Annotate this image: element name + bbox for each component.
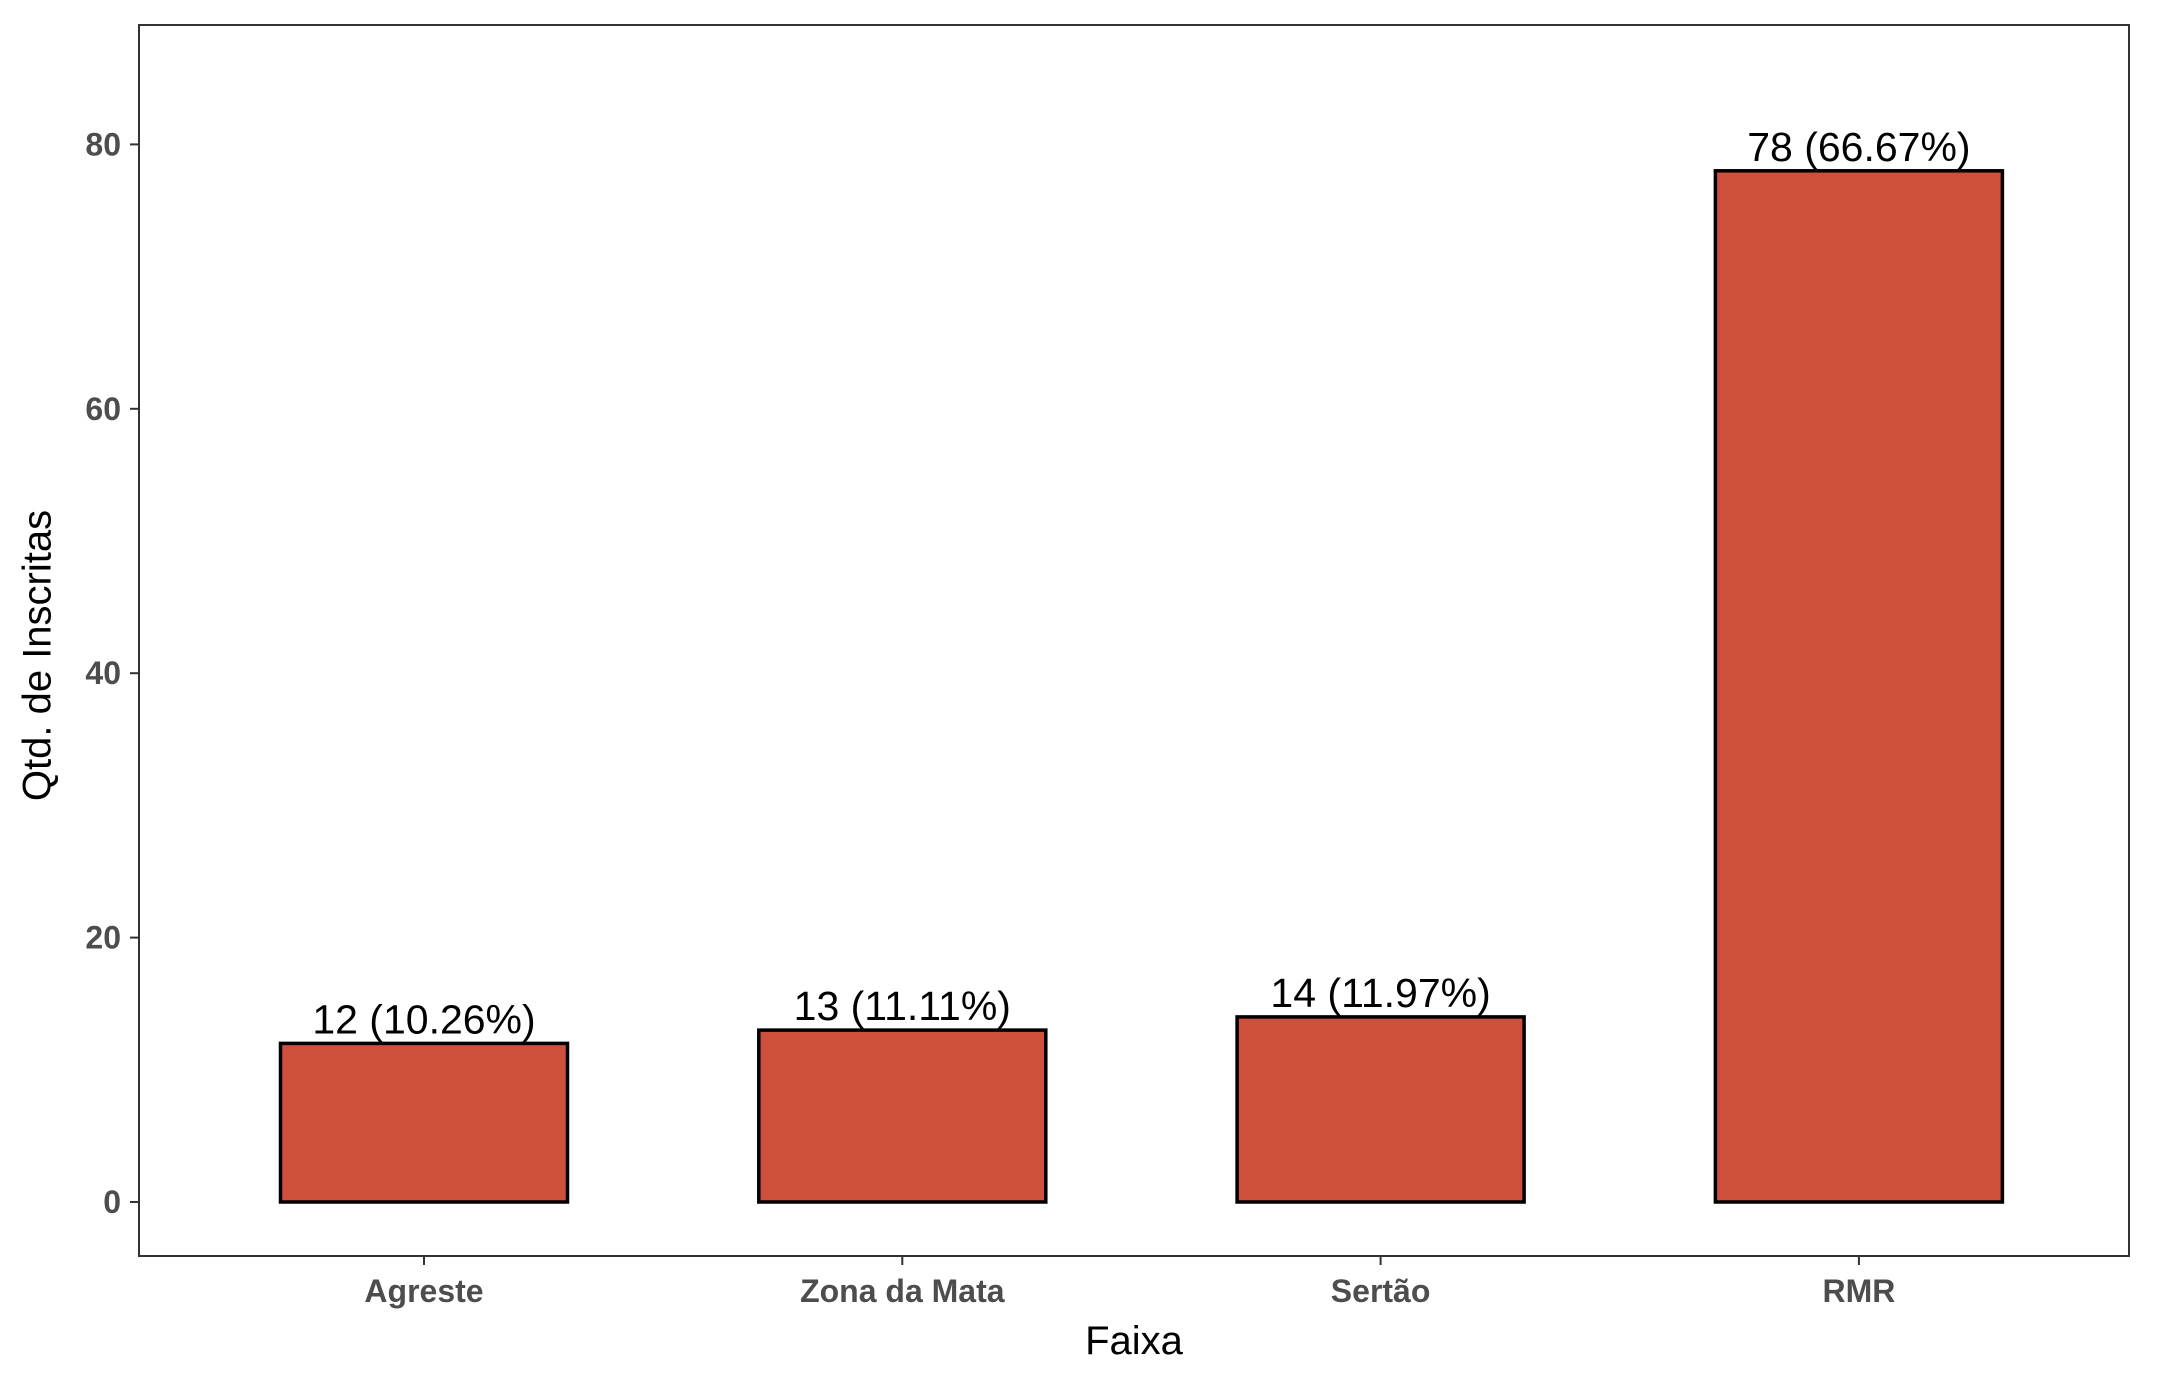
y-axis: 0 20 40 60 80 [85, 126, 139, 1220]
x-tick-label: Zona da Mata [800, 1273, 1005, 1309]
bar-zona-da-mata [757, 1028, 1048, 1204]
bars-layer [278, 169, 2005, 1204]
x-tick-label: Sertão [1331, 1273, 1431, 1309]
x-tick-label: Agreste [364, 1273, 483, 1309]
y-axis-title: Qtd. de Inscritas [16, 510, 60, 801]
y-tick-label: 60 [85, 391, 121, 427]
bar-rmr [1713, 169, 2005, 1204]
x-axis: Agreste Zona da Mata Sertão RMR [364, 1256, 1895, 1309]
panel-border [138, 24, 2130, 1257]
data-label: 78 (66.67%) [1747, 124, 1970, 170]
data-label: 12 (10.26%) [312, 996, 535, 1042]
y-tick-label: 20 [85, 920, 121, 956]
data-label: 13 (11.11%) [794, 983, 1011, 1029]
x-axis-title: Faixa [1085, 1319, 1184, 1363]
bar-sert-o [1235, 1015, 1526, 1204]
bar-agreste [278, 1041, 570, 1204]
y-tick-label: 0 [103, 1184, 121, 1220]
y-tick-label: 40 [85, 655, 121, 691]
x-tick-label: RMR [1822, 1273, 1895, 1309]
y-tick-label: 80 [85, 126, 121, 162]
data-label: 14 (11.97%) [1270, 970, 1490, 1016]
data-labels-layer: 12 (10.26%) 13 (11.11%) 14 (11.97%) 78 (66.… [312, 124, 1970, 1043]
